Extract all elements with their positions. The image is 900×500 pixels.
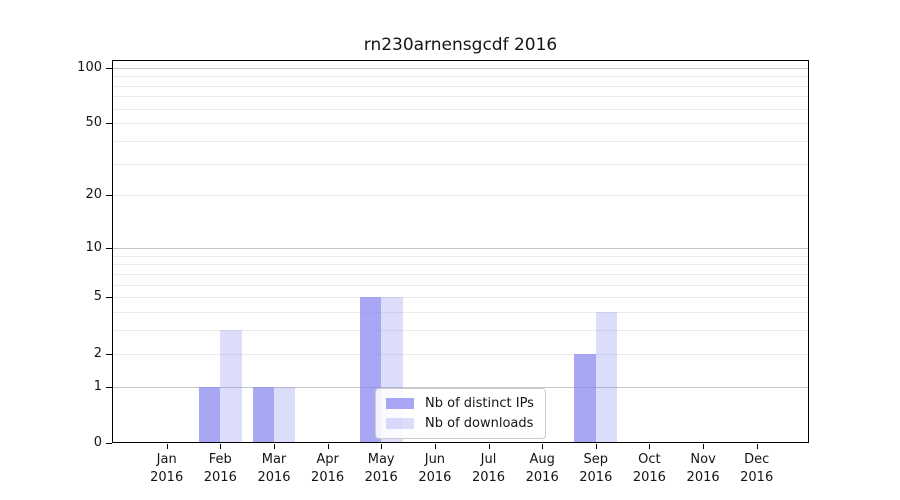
- gridline-minor-50: [112, 123, 809, 125]
- x-tick-label-aug: Aug 2016: [525, 452, 559, 485]
- x-tick-oct: [649, 444, 651, 449]
- gridline-minor-20: [112, 195, 809, 197]
- gridline-major-1: [112, 386, 809, 388]
- gridline-minor-2: [112, 353, 809, 355]
- gridline-minor-9: [112, 255, 809, 257]
- gridline-minor-6: [112, 284, 809, 286]
- gridline-minor-60: [112, 108, 809, 110]
- bar-distinct-ips-mar: [252, 386, 274, 443]
- x-tick-feb: [220, 444, 222, 449]
- x-tick-jul: [488, 444, 490, 449]
- x-tick-dec: [756, 444, 758, 449]
- x-tick-label-jun: Jun 2016: [418, 452, 452, 485]
- x-tick-label-feb: Feb 2016: [203, 452, 237, 485]
- x-tick-label-dec: Dec 2016: [740, 452, 774, 485]
- y-tick-label-2: 2: [93, 345, 102, 361]
- y-tick-0: [106, 443, 112, 444]
- y-tick-2: [106, 353, 112, 355]
- legend-swatch-downloads: [386, 418, 414, 429]
- bar-distinct-ips-feb: [198, 386, 221, 443]
- gridline-minor-90: [112, 76, 809, 78]
- x-tick-aug: [542, 444, 544, 449]
- legend-label-distinct-ips: Nb of distinct IPs: [425, 396, 534, 411]
- x-tick-jan: [166, 444, 168, 449]
- bar-downloads-mar: [274, 386, 296, 443]
- x-tick-label-sep: Sep 2016: [579, 452, 613, 485]
- x-tick-apr: [327, 444, 329, 449]
- legend-label-downloads: Nb of downloads: [425, 416, 534, 431]
- y-tick-20: [106, 195, 112, 197]
- legend: Nb of distinct IPs Nb of downloads: [375, 388, 546, 439]
- chart-title: rn230arnensgcdf 2016: [363, 35, 558, 55]
- bar-distinct-ips-sep: [574, 353, 596, 443]
- y-tick-10: [106, 248, 112, 249]
- x-tick-sep: [595, 444, 597, 449]
- bar-downloads-sep: [595, 312, 618, 443]
- plot-frame: [112, 60, 809, 443]
- x-tick-may: [381, 444, 383, 449]
- gridline-major-100: [112, 67, 809, 69]
- y-tick-label-1: 1: [93, 378, 102, 394]
- bar-downloads-feb: [220, 330, 242, 443]
- y-tick-1: [106, 386, 112, 388]
- y-tick-50: [106, 123, 112, 125]
- y-tick-5: [106, 297, 112, 299]
- gridline-minor-80: [112, 85, 809, 87]
- y-tick-100: [106, 67, 112, 69]
- x-tick-label-jan: Jan 2016: [150, 452, 184, 485]
- legend-item-downloads: Nb of downloads: [386, 416, 535, 431]
- y-tick-label-5: 5: [93, 289, 102, 305]
- y-tick-label-50: 50: [85, 115, 102, 131]
- gridline-major-10: [112, 248, 809, 249]
- y-tick-label-100: 100: [77, 59, 102, 75]
- x-tick-nov: [703, 444, 705, 449]
- x-tick-label-mar: Mar 2016: [257, 452, 291, 485]
- gridline-minor-4: [112, 312, 809, 314]
- x-tick-label-may: May 2016: [364, 452, 398, 485]
- legend-swatch-distinct-ips: [386, 398, 414, 409]
- x-tick-label-nov: Nov 2016: [686, 452, 720, 485]
- x-tick-label-oct: Oct 2016: [632, 452, 666, 485]
- gridline-minor-40: [112, 141, 809, 142]
- gridline-minor-8: [112, 264, 809, 266]
- x-tick-jun: [434, 444, 436, 449]
- y-tick-label-20: 20: [85, 187, 102, 203]
- gridline-minor-5: [112, 297, 809, 299]
- gridline-minor-7: [112, 273, 809, 275]
- x-tick-label-apr: Apr 2016: [311, 452, 345, 485]
- y-tick-label-10: 10: [85, 240, 102, 255]
- gridline-minor-30: [112, 163, 809, 165]
- gridline-minor-3: [112, 330, 809, 332]
- x-tick-label-jul: Jul 2016: [471, 452, 506, 485]
- gridline-minor-70: [112, 96, 809, 98]
- x-tick-mar: [274, 444, 275, 449]
- y-tick-label-0: 0: [93, 435, 102, 450]
- legend-item-distinct-ips: Nb of distinct IPs: [386, 396, 535, 411]
